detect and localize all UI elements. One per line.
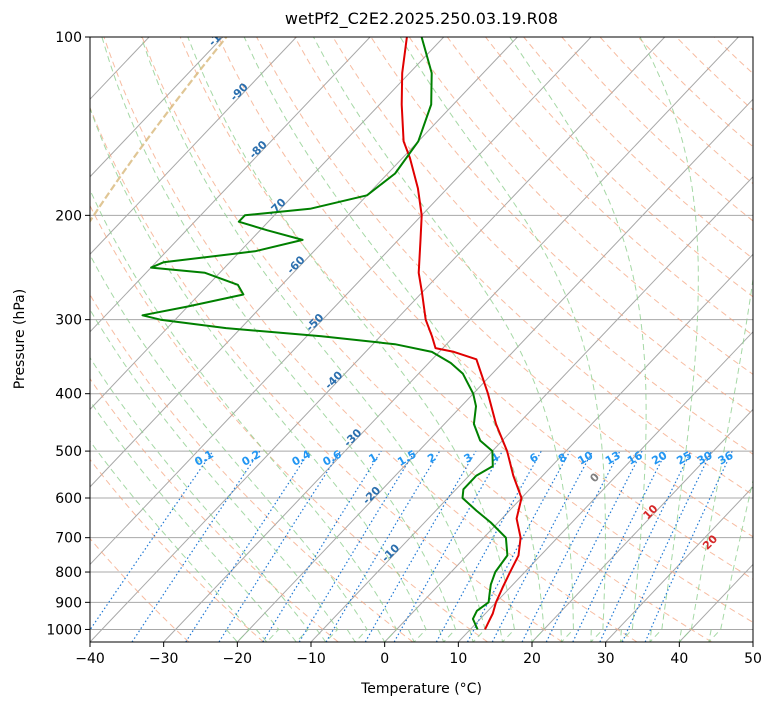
isotherm-line xyxy=(90,37,518,488)
isotherm-line xyxy=(90,37,224,178)
x-tick-label: 50 xyxy=(744,651,762,667)
moist-adiabat-line xyxy=(140,37,486,642)
moist-adiabat-line xyxy=(509,37,647,642)
dry-adiabat-line xyxy=(217,37,753,580)
x-tick-label: −10 xyxy=(296,651,326,667)
y-tick-label: 1000 xyxy=(46,622,82,638)
mixing-ratio-line xyxy=(435,450,542,642)
dry-adiabat-line xyxy=(332,37,753,455)
x-tick-label: 20 xyxy=(523,651,541,667)
dry-adiabat-line xyxy=(370,37,753,415)
isotherm-line xyxy=(531,408,753,642)
dry-adiabat-line xyxy=(90,204,488,642)
isotherm-label: -100 xyxy=(206,20,235,49)
moist-adiabat-line xyxy=(243,37,545,642)
moist-adiabat-line xyxy=(90,308,339,642)
y-tick-label: 200 xyxy=(55,208,82,224)
mixing-ratio-line xyxy=(262,450,382,642)
x-tick-label: −40 xyxy=(75,651,105,667)
chart-title: wetPf2_C2E2.2025.250.03.19.R08 xyxy=(285,9,558,29)
isotherm-line xyxy=(457,331,753,642)
isotherm-line xyxy=(90,37,297,256)
y-tick-label: 800 xyxy=(55,565,82,581)
y-tick-label: 500 xyxy=(55,444,82,460)
dry-adiabat-line xyxy=(256,37,753,538)
isotherm-line xyxy=(90,37,371,333)
moist-adiabat-line xyxy=(90,440,250,642)
plot-frame xyxy=(89,36,754,643)
mixing-ratio-line xyxy=(393,450,504,642)
moist-adiabat-line xyxy=(708,478,753,642)
y-tick-label: 900 xyxy=(55,595,82,611)
isotherm-line xyxy=(605,486,753,642)
y-tick-label: 300 xyxy=(55,313,82,329)
mixing-ratio-line xyxy=(545,450,643,642)
moist-adiabat-line xyxy=(90,253,368,642)
isotherm-line xyxy=(90,37,445,411)
moist-adiabat-line xyxy=(90,188,398,642)
mixing-ratio-line xyxy=(185,450,311,642)
x-tick-label: −20 xyxy=(223,651,253,667)
dry-adiabat-line xyxy=(179,37,753,623)
mixing-ratio-line xyxy=(90,450,214,631)
isotherm-line xyxy=(236,98,753,642)
temperature-profile xyxy=(400,37,523,630)
moist-adiabat-line xyxy=(101,37,457,642)
moist-adiabat-line xyxy=(639,37,699,642)
moist-adiabat-line xyxy=(313,37,574,642)
mixing-ratio-line xyxy=(298,450,416,642)
dry-adiabat-line xyxy=(90,537,190,642)
y-tick-label: 700 xyxy=(55,531,82,547)
mixing-ratio-line xyxy=(466,450,571,642)
y-axis-label: Pressure (hPa) xyxy=(12,289,28,389)
x-tick-label: 40 xyxy=(670,651,688,667)
dry-adiabat-line xyxy=(103,37,638,642)
mixing-ratio-line xyxy=(572,450,667,642)
x-tick-label: 10 xyxy=(449,651,467,667)
y-tick-label: 400 xyxy=(55,387,82,403)
x-tick-label: 0 xyxy=(380,651,389,667)
dry-adiabat-line xyxy=(141,37,712,642)
x-tick-label: −30 xyxy=(149,651,179,667)
chart-axes: −40 −30 −20 −10 0 10 20 30 40 50 1000 900 800 700 600 5… xyxy=(46,30,762,667)
isotherm-line xyxy=(384,253,753,642)
y-tick-label: 100 xyxy=(55,30,82,46)
mixing-ratio-line xyxy=(644,450,733,642)
isotherm-line xyxy=(163,37,739,642)
chart-series xyxy=(141,37,523,630)
chart-grid xyxy=(90,37,753,642)
mixing-ratio-line xyxy=(131,450,261,642)
dry-adiabat-line xyxy=(408,37,753,375)
dry-adiabat-line xyxy=(446,37,753,336)
mixing-ratio-line xyxy=(218,450,342,642)
moist-adiabat-line xyxy=(399,37,606,642)
isotherm-line xyxy=(90,37,592,566)
y-tick-label: 600 xyxy=(55,491,82,507)
dry-adiabat-line xyxy=(90,293,414,642)
x-tick-label: 30 xyxy=(597,651,615,667)
dry-adiabat-line xyxy=(294,37,753,496)
dewpoint-profile xyxy=(141,37,509,630)
dry-adiabat-line xyxy=(90,458,264,642)
x-axis-label: Temperature (°C) xyxy=(360,681,482,697)
isotherm-line xyxy=(90,37,666,642)
moist-adiabat-line xyxy=(90,106,427,642)
dry-adiabat-line xyxy=(90,106,563,642)
